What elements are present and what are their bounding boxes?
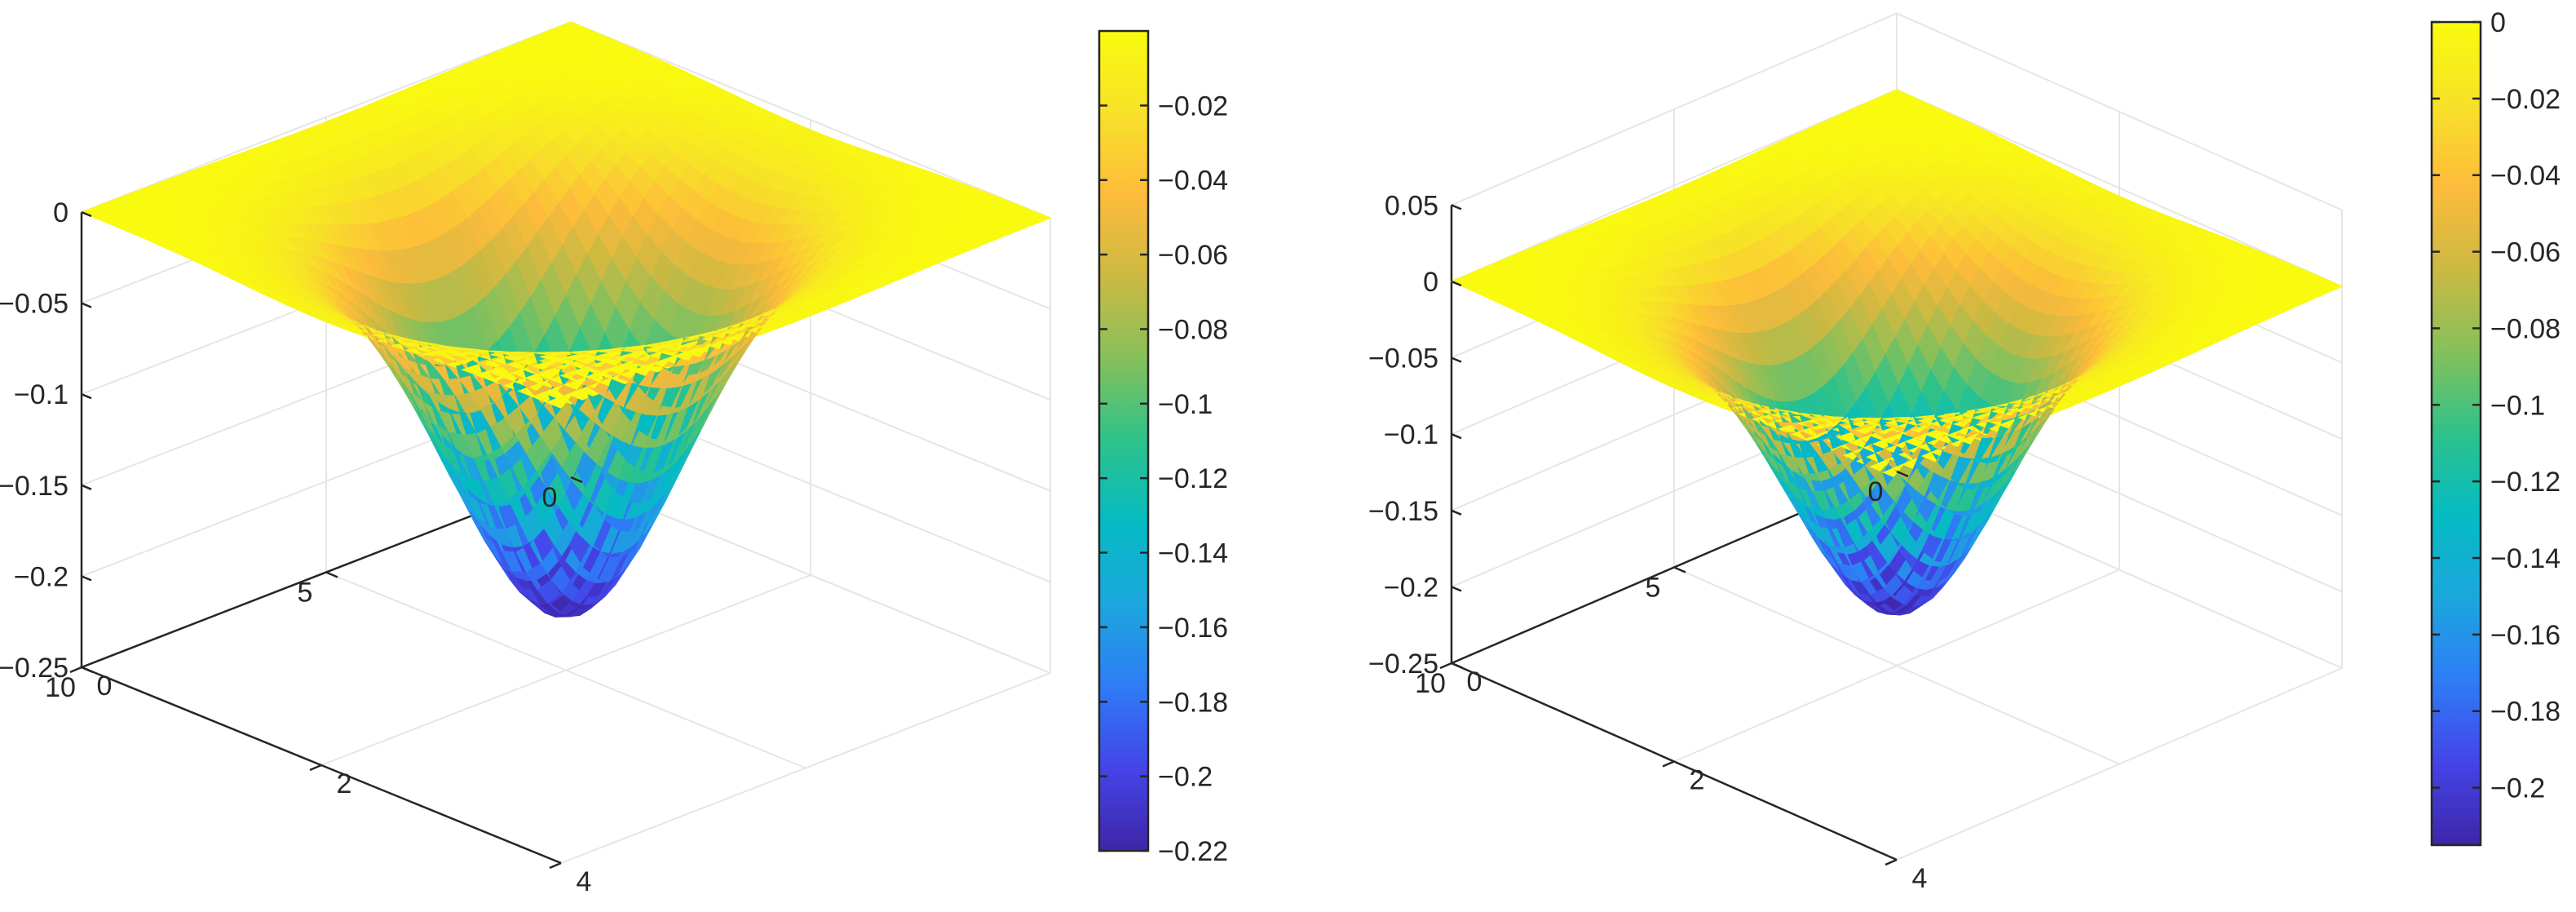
x-tick-label: 4 [577, 866, 592, 897]
z-tick-label: 0.05 [1385, 190, 1438, 221]
tick-labels: 0.05 0 −0.05 −0.1 −0.15 −0.2 −0.25 0 5 10 0 2 4 [1368, 190, 1927, 894]
z-tick-label: −0.1 [1384, 419, 1438, 450]
colorbar-tick-label: −0.04 [1158, 166, 1228, 197]
colorbar-tick-label: −0.02 [2490, 84, 2561, 115]
colorbar-tick-label: −0.14 [1158, 538, 1228, 569]
x-tick-label: 2 [1690, 765, 1705, 796]
z-tick-label: −0.15 [0, 471, 68, 502]
colorbar-tick-label: −0.16 [2490, 620, 2561, 651]
colorbar-tick-label: −0.06 [1158, 240, 1228, 271]
y-tick-label: 5 [298, 578, 313, 609]
colorbar-tick-label: −0.12 [2490, 467, 2561, 498]
z-tick-label: −0.1 [14, 379, 68, 410]
colorbar-tick-label: −0.16 [1158, 613, 1228, 644]
colorbar-tick-label: −0.04 [2490, 161, 2561, 192]
colorbar: −0.02 −0.04 −0.06 −0.08 −0.1 −0.12 −0.14 −0.16 −… [1098, 29, 1228, 867]
z-tick-label: −0.05 [0, 289, 68, 320]
z-tick-label: −0.25 [1368, 649, 1438, 680]
y-tick-label: 5 [1646, 573, 1661, 604]
z-tick-label: −0.25 [0, 653, 68, 684]
surface-panel-right: 0.05 0 −0.05 −0.1 −0.15 −0.2 −0.25 0 5 10 0 2 4 0 −0.0… [1368, 7, 2561, 894]
x-tick-label: 4 [1912, 863, 1928, 894]
z-tick-label: −0.2 [14, 561, 68, 592]
colorbar-tick-label: −0.12 [1158, 463, 1228, 494]
surface-mesh [80, 21, 1052, 618]
colorbar-tick-label: −0.06 [2490, 237, 2561, 268]
x-tick-label: 0 [97, 671, 113, 702]
y-tick-label: 10 [1415, 668, 1446, 699]
colorbar-gradient [1098, 29, 1150, 852]
colorbar-gradient [2430, 20, 2482, 847]
y-tick-label: 10 [45, 672, 76, 703]
y-tick-label: 0 [1868, 476, 1884, 507]
colorbar-tick-label: −0.08 [1158, 314, 1228, 345]
colorbar-tick-label: −0.22 [1158, 836, 1228, 867]
colorbar-tick-label: −0.1 [1158, 389, 1213, 420]
z-tick-label: −0.05 [1368, 343, 1438, 374]
surface-mesh [1450, 89, 2344, 616]
colorbar-tick-label: −0.2 [2490, 773, 2545, 804]
y-tick-label: 0 [542, 482, 558, 513]
colorbar: 0 −0.02 −0.04 −0.06 −0.08 −0.1 −0.12 −0.14 −0.16… [2430, 7, 2561, 847]
colorbar-tick-label: −0.08 [2490, 313, 2561, 344]
x-tick-label: 0 [1467, 666, 1482, 697]
colorbar-tick-label: −0.18 [1158, 687, 1228, 718]
colorbar-tick-label: −0.1 [2490, 390, 2545, 421]
x-tick-label: 2 [337, 768, 352, 799]
z-tick-label: −0.15 [1368, 496, 1438, 527]
colorbar-tick-label: −0.02 [1158, 91, 1228, 122]
tick-labels: 0 −0.05 −0.1 −0.15 −0.2 −0.25 0 5 10 0 2 4 [0, 197, 591, 897]
z-tick-label: −0.2 [1384, 572, 1438, 603]
z-tick-label: 0 [1423, 267, 1438, 298]
colorbar-tick-label: 0 [2490, 7, 2506, 38]
colorbar-tick-label: −0.14 [2490, 543, 2561, 574]
colorbar-tick-label: −0.18 [2490, 697, 2561, 728]
colorbar-tick-label: −0.2 [1158, 762, 1213, 793]
z-tick-label: 0 [53, 197, 68, 228]
